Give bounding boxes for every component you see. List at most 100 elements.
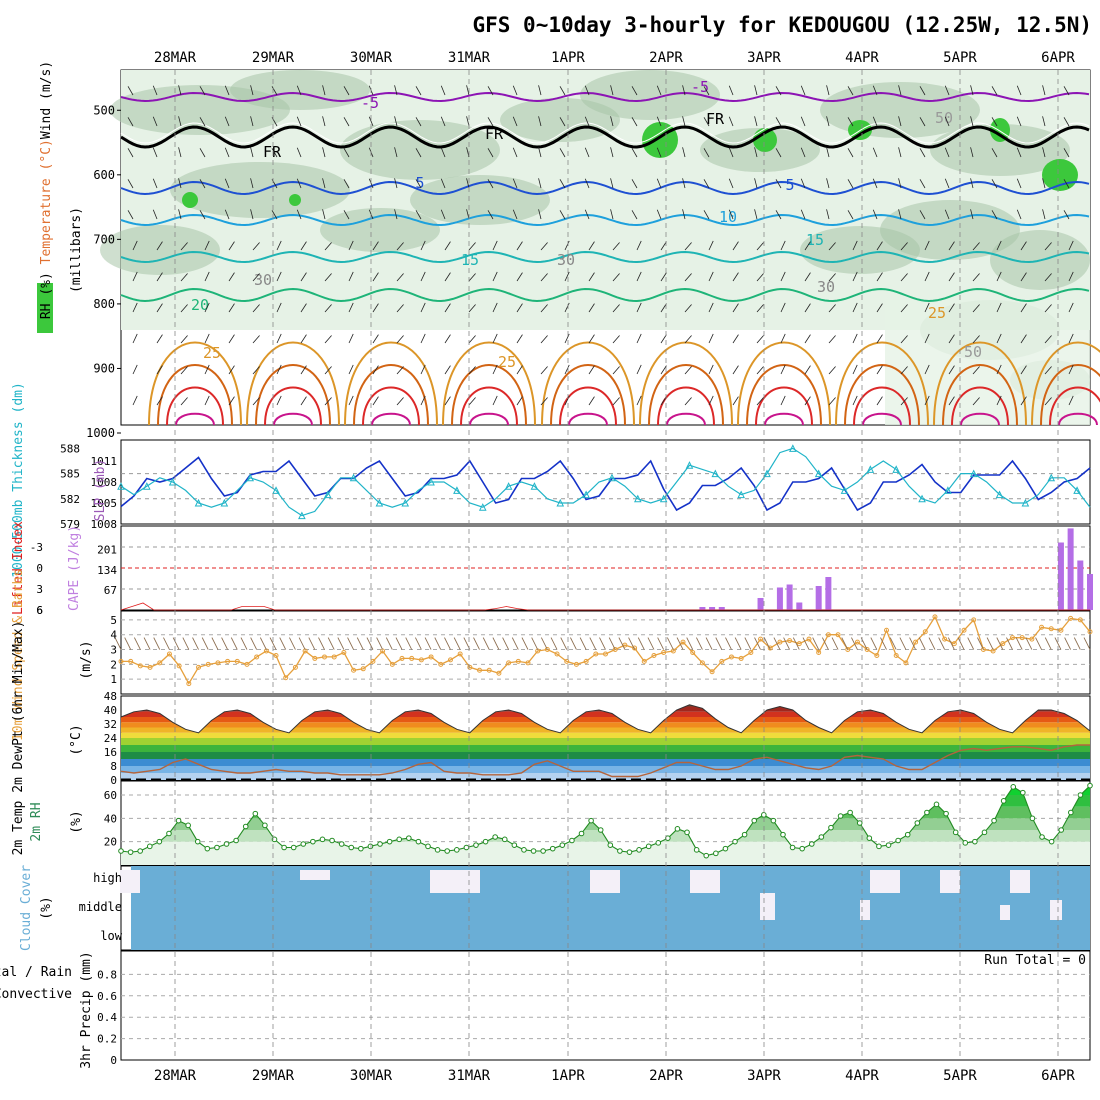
wind-speed-marker (738, 655, 744, 661)
wind-barb (967, 637, 975, 650)
wind-barb (252, 304, 260, 313)
wind-barb (230, 637, 238, 650)
wind-barb (899, 637, 907, 650)
wind-speed-marker (612, 647, 618, 653)
wind-barb (828, 273, 836, 282)
wind-barb (991, 86, 998, 96)
wind-barb (199, 86, 206, 96)
wind-barb (684, 304, 692, 313)
rh-marker (453, 847, 460, 853)
wind-barb (847, 179, 854, 189)
wind-barb (348, 302, 354, 313)
wind-barb (564, 302, 570, 313)
rh-marker (530, 848, 537, 854)
wind-barb (657, 637, 665, 650)
wind-speed-marker (922, 629, 928, 635)
rh-marker (463, 844, 470, 851)
wind-barb (584, 147, 590, 158)
wind-barb (800, 209, 806, 220)
wind-speed-marker (573, 661, 579, 667)
wind-barb (804, 396, 811, 406)
wind-barb (852, 302, 858, 313)
wind-barb (1042, 178, 1046, 189)
pressure-tick-label: 1000 (86, 426, 115, 440)
wind-barb (734, 637, 742, 650)
wind-barb (826, 209, 830, 220)
wind-barb (909, 637, 916, 650)
wind-barb (728, 209, 734, 220)
wind-barb (996, 364, 1002, 375)
wind-barb (324, 273, 332, 282)
warm-contour-arch (764, 412, 804, 426)
wind-barb (1044, 637, 1052, 650)
wind-barb (180, 366, 188, 375)
rh-marker (789, 844, 796, 851)
cape-bar (815, 586, 822, 610)
li-tick-label: 0 (36, 562, 43, 575)
wind-barb (394, 85, 398, 96)
wind-barb (1063, 86, 1070, 96)
wind-barb (343, 148, 350, 158)
rh-marker (137, 848, 143, 854)
warm-contour-arch (862, 412, 902, 426)
contour-freezing-level-inner (120, 122, 1090, 144)
date-label-top: 6APR (1041, 50, 1075, 66)
wind-barb (487, 148, 494, 158)
thickness-marker (427, 477, 435, 486)
wind-barb (348, 271, 354, 282)
wind-barb (972, 397, 980, 406)
rh-marker (856, 820, 863, 826)
wind-speed-marker (118, 658, 124, 664)
warm-contour-arch (835, 341, 929, 426)
wind-barb (156, 272, 163, 282)
rh-marker (741, 831, 748, 838)
cape-bar (786, 584, 793, 610)
wind-barb (703, 210, 710, 220)
warm-contour-arch (460, 386, 518, 426)
warm-contour-arch (639, 341, 733, 426)
slp-ylabel: SLP (mb) (93, 459, 108, 522)
wind-barb (434, 637, 442, 650)
contour-label: 30 (254, 271, 272, 289)
wind-barb (192, 637, 199, 650)
wind-speed-line (121, 615, 1091, 685)
wind-speed-marker (777, 639, 783, 645)
wind-barb (420, 333, 426, 344)
wind-speed-marker (477, 667, 483, 673)
wind-barb (348, 240, 354, 251)
rh-marker (818, 834, 825, 840)
wind-barb (792, 637, 800, 650)
wind-barb (872, 178, 878, 189)
wind-barb (172, 637, 180, 650)
wind-barb (298, 637, 306, 650)
li-tick-label: -3 (30, 541, 43, 554)
wind-barb (780, 333, 786, 344)
wind-barb (708, 302, 714, 313)
precip-tick-label: 0 (110, 1054, 117, 1067)
wind-barb (656, 178, 662, 189)
panel-frame-slp (120, 439, 1091, 525)
slp-tick-label: 1005 (91, 497, 118, 510)
contour-label: FR (485, 125, 504, 143)
wind-barb (631, 117, 638, 127)
rh-marker (914, 820, 921, 826)
wind-barb (300, 365, 307, 375)
wind-barb (228, 396, 235, 406)
wind-barb (996, 333, 1002, 344)
wind-barb (324, 335, 332, 344)
wind-barb (250, 178, 254, 189)
wind-speed-marker (176, 663, 182, 669)
wind-barb (944, 85, 950, 96)
thickness-marker (556, 498, 565, 507)
rh-marker (761, 812, 767, 818)
wind-barb (271, 210, 278, 220)
wind-barb (732, 272, 739, 282)
contour-label: 10 (719, 208, 737, 226)
wind-barb (900, 397, 908, 406)
rh-marker (837, 813, 844, 819)
wind-barb (327, 637, 335, 650)
rh-marker (991, 817, 997, 824)
pressure-tick-label: 900 (93, 361, 115, 375)
wind-barb (804, 334, 811, 344)
wind-barb (163, 637, 170, 650)
